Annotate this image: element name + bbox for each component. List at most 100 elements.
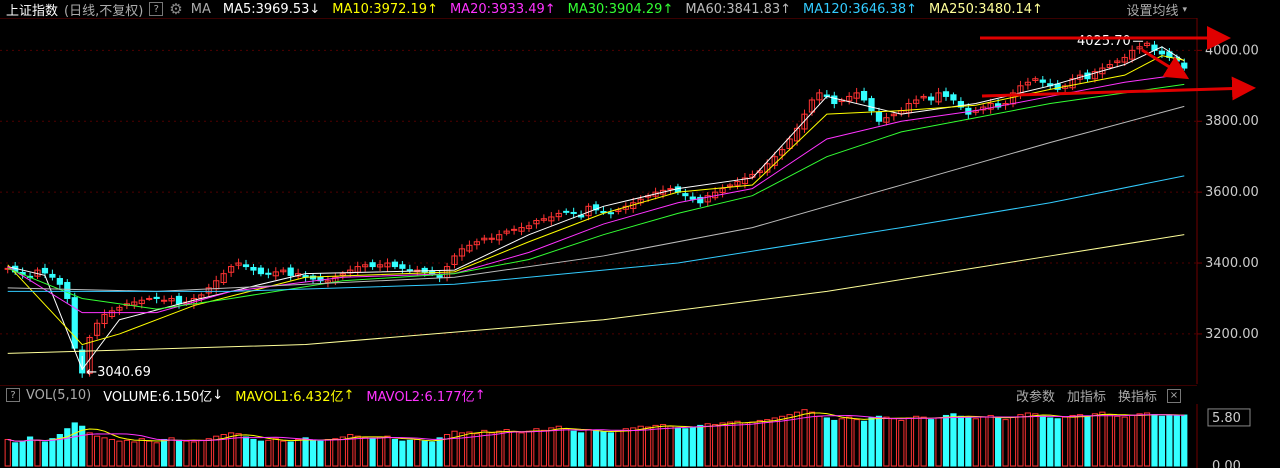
index-name[interactable]: 上证指数 [6, 3, 59, 19]
low-annotation: ←3040.69 [86, 365, 151, 380]
volume-value: VOLUME:6.150亿 [103, 389, 213, 405]
candle-body [131, 301, 138, 306]
volume-arrow: ↓ [212, 387, 224, 403]
volume-bar [153, 442, 160, 467]
volume-bar [71, 422, 78, 467]
volume-bar [905, 417, 912, 467]
volume-bar [734, 420, 741, 467]
volume-bar [927, 419, 935, 467]
edit-params-button[interactable]: 改参数 [1015, 390, 1055, 405]
volume-bar [838, 418, 845, 467]
candle-body [242, 264, 250, 268]
volume-bar [533, 428, 540, 467]
volume-bar [213, 435, 220, 467]
ma-legend: MA5:3969.53↓ MA10:3972.19↑ MA20:3933.49↑ MA… [223, 2, 1055, 17]
candle-body [935, 92, 942, 103]
candle-body [957, 101, 964, 108]
volume-bar [1024, 412, 1032, 467]
volume-bar [362, 437, 369, 467]
volume-bar [436, 437, 443, 467]
candle-body [927, 96, 935, 101]
volume-bar [600, 431, 607, 467]
y-tick-label: 3200.00 [1205, 327, 1259, 342]
candle-body [220, 273, 227, 284]
volume-bar [741, 422, 749, 467]
candle-body [875, 111, 883, 122]
candle-body [496, 234, 503, 241]
mavol1-line [7, 412, 1185, 442]
volume-bar [1143, 412, 1151, 467]
candle-body [1032, 78, 1039, 81]
volume-bar [250, 438, 257, 467]
volume-bar [1151, 414, 1158, 467]
volume-bar [12, 442, 19, 467]
candle-body [280, 269, 287, 273]
chart-header: 上证指数 (日线,不复权) ? ⚙ MA MA5:3969.53↓ MA10:39… [0, 0, 1197, 19]
candle-body [421, 267, 428, 273]
candle-body [682, 193, 689, 197]
volume-bar [645, 426, 652, 467]
candle-body [1106, 64, 1113, 69]
volume-divider [0, 385, 1197, 386]
candle-body [942, 91, 950, 97]
volume-bar [846, 416, 853, 467]
candle-body [801, 113, 808, 130]
chevron-down-icon[interactable]: ▾ [1182, 4, 1187, 15]
candle-body [860, 90, 868, 101]
candle-body [160, 299, 168, 302]
volume-bar [220, 434, 227, 467]
candle-body [570, 211, 577, 214]
y-tick-label: 3600.00 [1205, 185, 1259, 200]
volume-bar [1032, 413, 1039, 467]
drawn-trend-arrow [1141, 48, 1190, 80]
volume-bar [56, 434, 63, 467]
switch-indicator-button[interactable]: 换指标 [1117, 390, 1157, 405]
volume-bar [160, 438, 168, 467]
help-icon[interactable]: ? [149, 2, 164, 16]
ma-legend-item: MA30:3904.29↑ [567, 1, 674, 17]
candle-body [756, 170, 763, 174]
volume-bar [764, 419, 771, 467]
candle-body [592, 204, 600, 211]
candle-body [1114, 60, 1121, 64]
candle-body [1143, 42, 1151, 47]
candle-body [525, 225, 533, 229]
volume-bar [853, 419, 860, 467]
candle-body [1024, 81, 1032, 86]
volume-bar [1158, 415, 1166, 467]
candle-body [391, 261, 399, 268]
volume-help-icon[interactable]: ? [6, 388, 20, 402]
volume-bar [972, 418, 979, 467]
volume-bar [652, 424, 659, 467]
ma-line-ma250 [7, 234, 1185, 354]
volume-bar [399, 440, 406, 467]
volume-bar [309, 439, 317, 467]
volume-bar [1166, 414, 1173, 467]
ma-legend-item: MA120:3646.38↑ [803, 1, 917, 17]
volume-bar [615, 430, 622, 467]
volume-bar [965, 417, 972, 467]
ma-settings-button[interactable]: 设置均线 [1126, 4, 1179, 19]
gear-icon[interactable]: ⚙ [169, 0, 183, 18]
volume-bar [146, 440, 153, 467]
volume-bar [414, 438, 421, 467]
ma-legend-item: MA60:3841.83↑ [685, 1, 792, 17]
volume-bar [64, 428, 71, 467]
volume-bar [175, 439, 183, 467]
vol-tick-label: 0.00 [1212, 459, 1241, 468]
volume-bar [1069, 414, 1076, 467]
volume-indicator-label[interactable]: VOL(5,10) [26, 387, 92, 403]
add-indicator-button[interactable]: 加指标 [1066, 390, 1106, 405]
volume-bar [272, 438, 279, 467]
candle-body [555, 212, 562, 218]
candlestick-chart[interactable]: 4000.00 3800.00 3600.00 3400.00 3200.00 4025.… [0, 0, 1280, 384]
volume-bar [779, 415, 786, 467]
volume-bar [458, 432, 466, 467]
volume-bar [674, 427, 682, 467]
close-icon[interactable]: × [1167, 388, 1181, 403]
volume-bar [376, 436, 384, 467]
candle-body [786, 138, 793, 149]
volume-bar [659, 424, 667, 467]
drawn-support-arrow [981, 76, 1256, 101]
candle-body [235, 262, 242, 266]
